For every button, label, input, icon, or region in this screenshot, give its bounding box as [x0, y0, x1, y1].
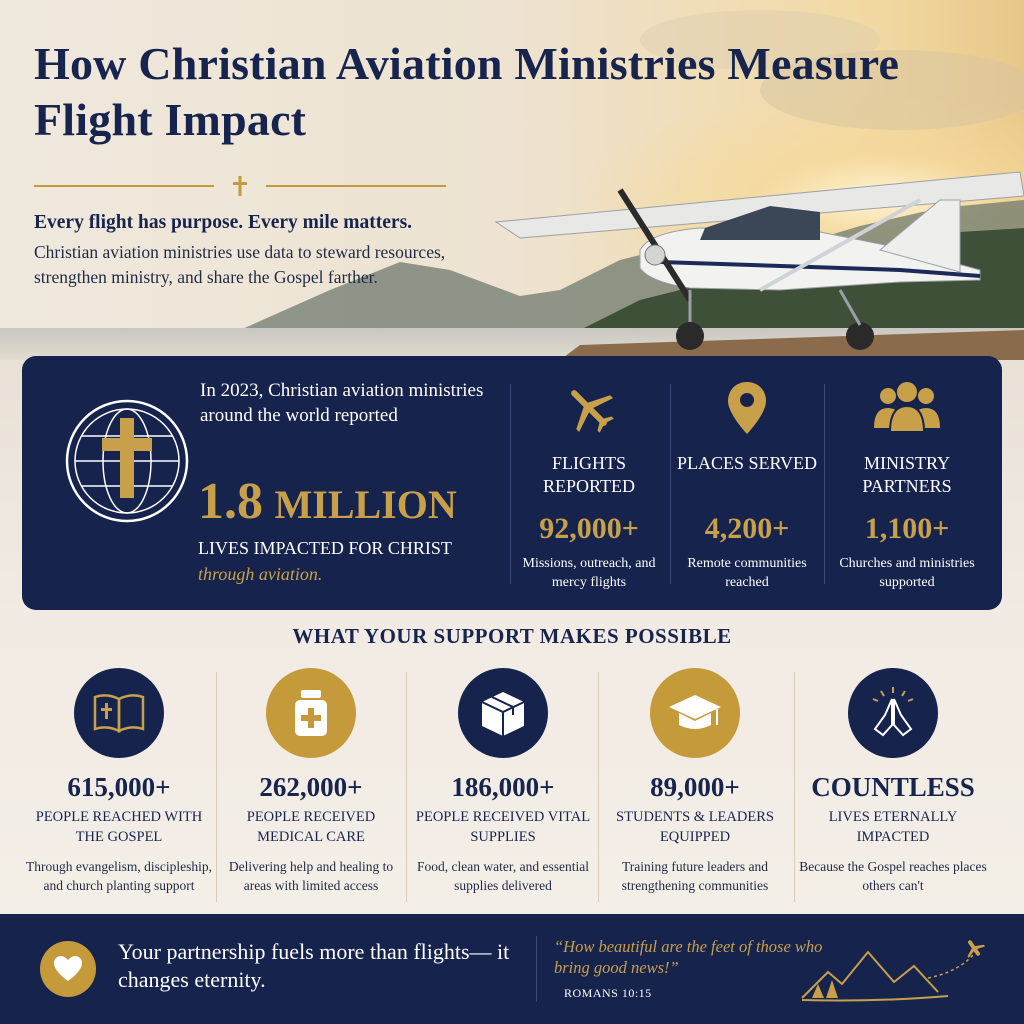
support-description: Training future leaders and strengthenin… — [621, 859, 769, 893]
scripture-reference: ROMANS 10:15 — [564, 986, 652, 1000]
stat-description: Remote communities reached — [687, 556, 807, 590]
stat-value: 92,000+ — [539, 512, 639, 545]
support-label: PEOPLE RECEIVED VITAL SUPPLIES — [415, 809, 591, 845]
stat-label: PLACES SERVED — [676, 453, 818, 473]
bible-icon — [93, 694, 145, 734]
footer-message: Your partnership fuels more than flights… — [118, 939, 510, 992]
stat-label: MINISTRY PARTNERS — [862, 453, 952, 496]
graduation-cap-icon — [669, 695, 721, 729]
icon-circle — [74, 668, 164, 758]
support-value: 89,000+ — [650, 772, 740, 802]
highlight-lead: In 2023, Christian aviation ministries a… — [200, 380, 484, 426]
support-description: Through evangelism, discipleship, and ch… — [26, 859, 212, 893]
divider — [406, 672, 407, 902]
scripture-quote: “How beautiful are the feet of those who… — [554, 937, 823, 977]
support-value: COUNTLESS — [811, 772, 975, 802]
through-aviation: through aviation. — [198, 564, 323, 584]
icon-circle — [266, 668, 356, 758]
stat-value: 1,100+ — [864, 512, 950, 545]
impact-stats-panel: In 2023, Christian aviation ministries a… — [22, 356, 1002, 610]
support-value: 262,000+ — [259, 772, 363, 802]
tagline: Every flight has purpose. Every mile mat… — [34, 212, 413, 233]
intro-text: Christian aviation ministries use data t… — [34, 242, 446, 287]
lives-label: LIVES IMPACTED FOR CHRIST — [198, 538, 452, 558]
support-value: 186,000+ — [451, 772, 555, 802]
support-label: STUDENTS & LEADERS EQUIPPED — [616, 809, 774, 845]
divider — [824, 384, 825, 584]
box-icon — [481, 692, 525, 736]
stat-partners: MINISTRY PARTNERS 1,100+ Churches and mi… — [832, 378, 982, 592]
support-item-supplies: 186,000+ PEOPLE RECEIVED VITAL SUPPLIES … — [408, 668, 598, 895]
airplane-icon — [571, 390, 614, 433]
icon-circle — [848, 668, 938, 758]
divider — [794, 672, 795, 902]
support-description: Delivering help and healing to areas wit… — [228, 859, 394, 893]
stat-label: FLIGHTS REPORTED — [543, 453, 635, 496]
people-icon — [874, 382, 940, 433]
heart-icon — [54, 956, 82, 981]
support-label: PEOPLE RECEIVED MEDICAL CARE — [246, 809, 376, 845]
support-item-medical: 262,000+ PEOPLE RECEIVED MEDICAL CARE De… — [216, 668, 406, 895]
footer-banner: Your partnership fuels more than flights… — [0, 914, 1024, 1024]
big-unit: MILLION — [274, 482, 457, 527]
globe-cross-icon — [65, 399, 189, 523]
mountains-airplane-icon — [801, 940, 986, 1002]
heart-badge — [40, 941, 96, 997]
support-description: Food, clean water, and essential supplie… — [417, 859, 589, 893]
divider — [598, 672, 599, 902]
page-title: How Christian Aviation Ministries Measur… — [34, 38, 900, 145]
divider — [510, 384, 511, 584]
medicine-bottle-icon — [295, 690, 327, 736]
lives-impacted-number: 1.8 MILLION — [198, 472, 508, 531]
divider — [536, 936, 537, 1002]
stat-places: PLACES SERVED 4,200+ Remote communities … — [672, 378, 822, 592]
title-divider — [34, 174, 446, 198]
praying-hands-icon — [872, 687, 914, 737]
stat-description: Churches and ministries supported — [839, 556, 975, 590]
support-label: LIVES ETERNALLY IMPACTED — [828, 809, 958, 845]
icon-circle — [458, 668, 548, 758]
divider — [216, 672, 217, 902]
map-pin-icon — [728, 382, 766, 434]
hero-background-illustration — [0, 0, 1024, 360]
big-number: 1.8 — [198, 473, 263, 530]
support-item-students: 89,000+ STUDENTS & LEADERS EQUIPPED Trai… — [600, 668, 790, 895]
stat-flights: FLIGHTS REPORTED 92,000+ Missions, outre… — [514, 378, 664, 592]
support-item-eternal: COUNTLESS LIVES ETERNALLY IMPACTED Becau… — [798, 668, 988, 895]
support-item-gospel: 615,000+ PEOPLE REACHED WITH THE GOSPEL … — [24, 668, 214, 895]
support-label: PEOPLE REACHED WITH THE GOSPEL — [35, 809, 203, 845]
support-section-title: WHAT YOUR SUPPORT MAKES POSSIBLE — [292, 624, 732, 648]
support-value: 615,000+ — [67, 772, 171, 802]
support-description: Because the Gospel reaches places others… — [799, 859, 987, 893]
divider — [670, 384, 671, 584]
icon-circle — [650, 668, 740, 758]
stat-value: 4,200+ — [704, 512, 790, 545]
cross-icon — [233, 176, 247, 196]
stat-description: Missions, outreach, and mercy flights — [522, 556, 656, 590]
hero-section: How Christian Aviation Ministries Measur… — [0, 0, 1024, 360]
